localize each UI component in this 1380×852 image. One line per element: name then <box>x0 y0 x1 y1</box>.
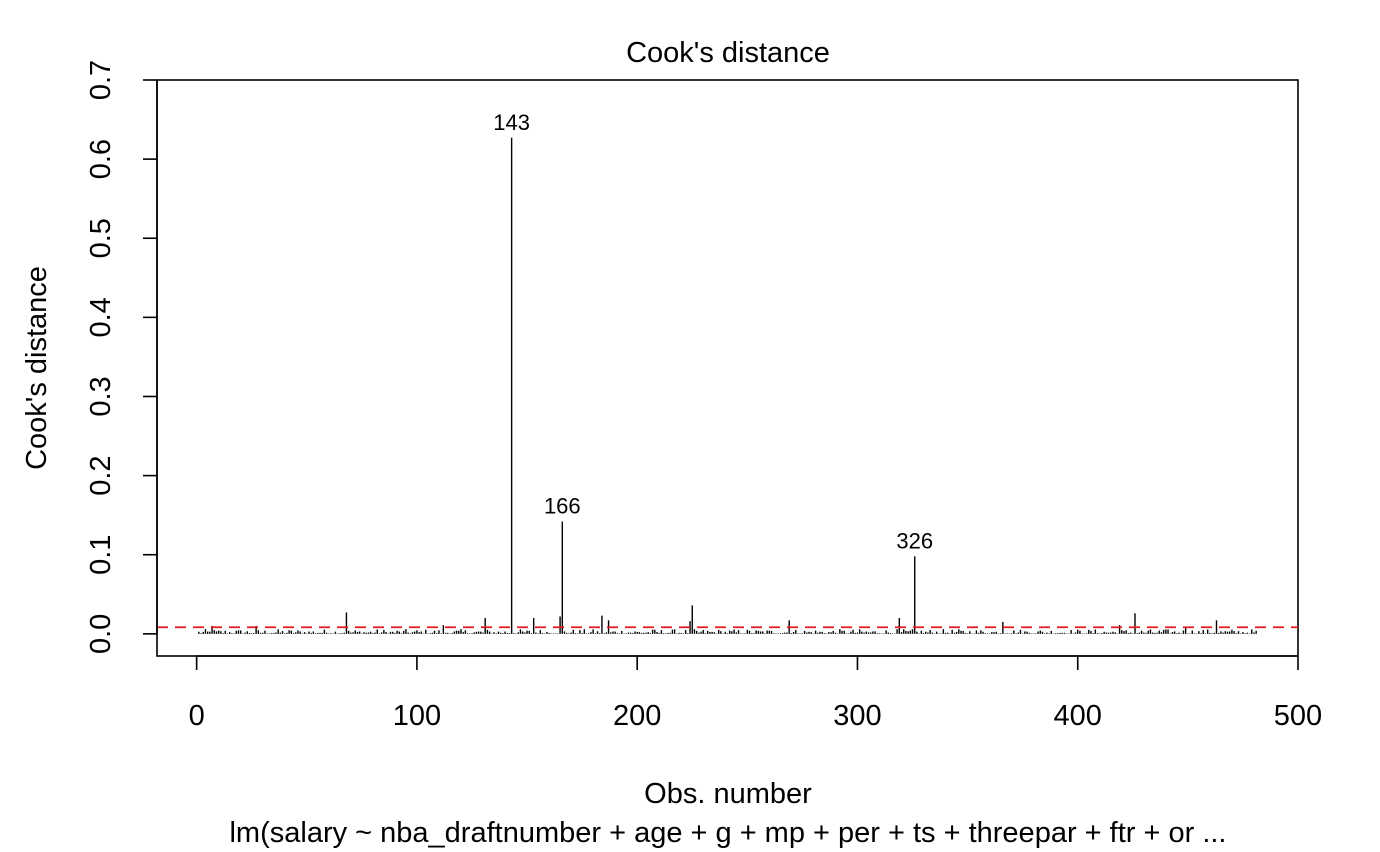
y-tick-label: 0.1 <box>85 535 117 575</box>
x-tick-label: 100 <box>393 700 441 732</box>
chart-title: Cook's distance <box>626 37 830 69</box>
point-label: 143 <box>493 110 530 135</box>
x-tick-label: 200 <box>613 700 661 732</box>
y-tick-label: 0.3 <box>85 376 117 416</box>
model-formula-subtitle: lm(salary ~ nba_draftnumber + age + g + … <box>229 817 1226 849</box>
x-axis: 0 100 200 300 400 500 <box>189 655 1322 732</box>
y-tick-label: 0.2 <box>85 455 117 495</box>
x-tick-label: 0 <box>189 700 205 732</box>
x-tick-label: 300 <box>833 700 881 732</box>
x-axis-label: Obs. number <box>644 778 812 810</box>
point-labels-group: 143 166 326 <box>493 110 933 554</box>
y-tick-label: 0.0 <box>85 614 117 654</box>
y-axis-label: Cook's distance <box>21 266 53 470</box>
y-tick-label: 0.4 <box>85 297 117 337</box>
point-label: 166 <box>544 493 581 518</box>
y-axis: 0.0 0.1 0.2 0.3 0.4 0.5 0.6 0.7 <box>85 60 158 654</box>
y-tick-label: 0.6 <box>85 139 117 179</box>
y-tick-label: 0.5 <box>85 218 117 258</box>
bars-group <box>198 137 1257 634</box>
y-tick-label: 0.7 <box>85 60 117 100</box>
plot-frame <box>156 79 1299 657</box>
x-tick-label: 400 <box>1054 700 1102 732</box>
point-label: 326 <box>896 528 933 553</box>
x-tick-label: 500 <box>1274 700 1322 732</box>
